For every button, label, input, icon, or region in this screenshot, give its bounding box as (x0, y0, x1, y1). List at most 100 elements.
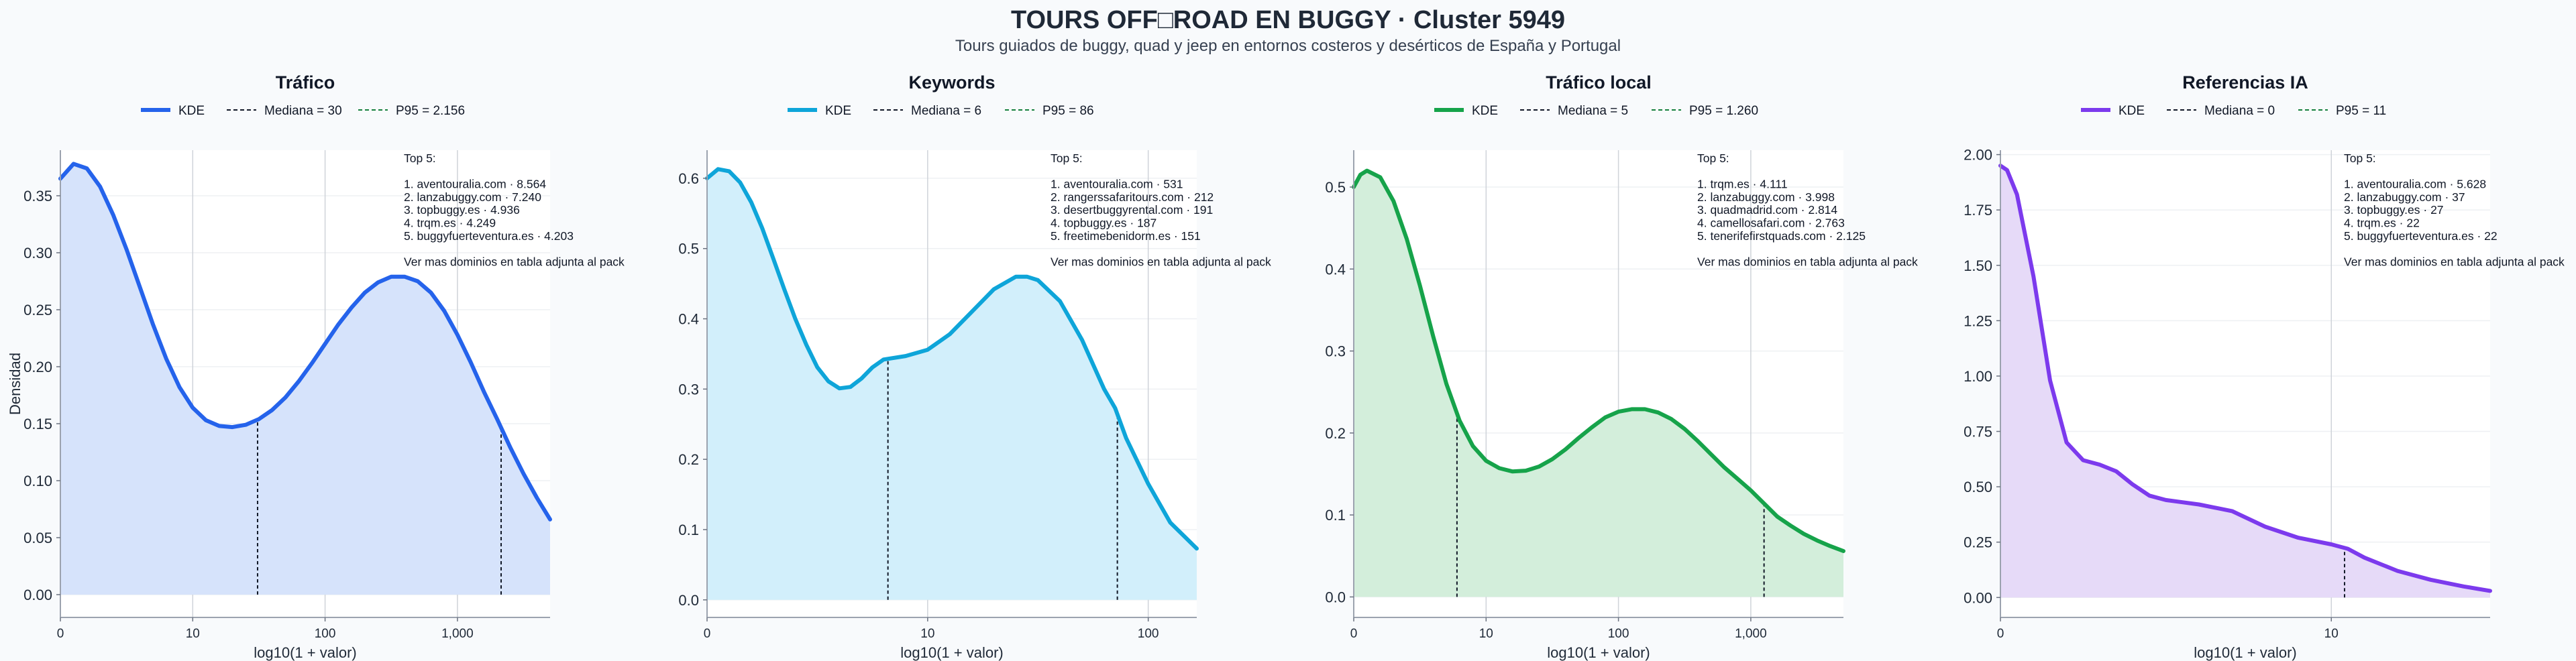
annotation-line: 2. rangerssafaritours.com · 212 (1051, 190, 1214, 204)
y-tick-label: 0.1 (1325, 507, 1346, 524)
y-tick-label: 0.2 (678, 451, 699, 468)
y-tick-label: 0.50 (1964, 479, 1992, 495)
annotation-line: 5. tenerifefirstquads.com · 2.125 (1697, 229, 1866, 243)
annotation-line: 4. topbuggy.es · 187 (1051, 217, 1157, 230)
y-tick-label: 0.3 (1325, 343, 1346, 360)
annotation-line: Ver mas dominios en tabla adjunta al pac… (1051, 255, 1271, 268)
y-tick-label: 0.30 (23, 245, 52, 261)
y-tick-label: 1.25 (1964, 312, 1992, 329)
kde-area (2000, 166, 2490, 598)
panel-title: Tráfico local (1546, 72, 1652, 93)
panel-title: Tráfico (276, 72, 335, 93)
annotation-line: Ver mas dominios en tabla adjunta al pac… (2344, 255, 2565, 268)
y-tick-label: 0.0 (1325, 589, 1346, 605)
y-tick-label: 1.00 (1964, 368, 1992, 385)
x-tick-label: 100 (1608, 627, 1629, 641)
y-tick-label: 0.5 (678, 241, 699, 257)
x-tick-label: 0 (1997, 627, 2004, 641)
x-tick-label: 100 (1138, 627, 1159, 641)
kde-area (1354, 170, 1843, 597)
y-tick-label: 0.5 (1325, 179, 1346, 196)
annotation-line: 5. freetimebenidorm.es · 151 (1051, 229, 1201, 243)
x-axis-label: log10(1 + valor) (254, 644, 356, 661)
y-tick-label: 0.25 (1964, 534, 1992, 551)
legend-p95-label: P95 = 86 (1042, 104, 1094, 118)
annotation-line: Top 5: (2344, 152, 2376, 165)
annotation-line: 1. aventouralia.com · 5.628 (2344, 178, 2486, 191)
annotation-line: 3. topbuggy.es · 27 (2344, 203, 2444, 217)
y-axis-label: Densidad (7, 353, 23, 415)
annotation-line: Ver mas dominios en tabla adjunta al pac… (1697, 255, 1918, 268)
legend-kde-label: KDE (178, 104, 205, 118)
y-tick-label: 0.0 (678, 592, 699, 609)
annotation-line: Top 5: (404, 152, 436, 165)
x-tick-label: 0 (1350, 627, 1358, 641)
annotation-line: 2. lanzabuggy.com · 37 (2344, 190, 2465, 204)
annotation-line: Top 5: (1697, 152, 1729, 165)
chart-panel-4: Referencias IA KDE Mediana = 0 P95 = 11 0.00… (1964, 72, 2565, 661)
legend-median-label: Mediana = 30 (264, 104, 342, 118)
annotation-line: 5. buggyfuerteventura.es · 22 (2344, 229, 2498, 243)
y-tick-label: 0.15 (23, 416, 52, 432)
y-tick-label: 0.00 (23, 587, 52, 603)
panel-title: Referencias IA (2182, 72, 2308, 93)
annotation-line: 4. camellosafari.com · 2.763 (1697, 217, 1845, 230)
y-tick-label: 0.25 (23, 302, 52, 318)
x-tick-label: 0 (57, 627, 64, 641)
y-tick-label: 1.75 (1964, 202, 1992, 219)
x-tick-label: 1,000 (441, 627, 474, 641)
x-axis-label: log10(1 + valor) (900, 644, 1003, 661)
y-tick-label: 0.00 (1964, 589, 1992, 606)
annotation-line: 3. desertbuggyrental.com · 191 (1051, 203, 1213, 217)
page-subtitle: Tours guiados de buggy, quad y jeep en e… (955, 37, 1621, 55)
y-tick-label: 0.6 (678, 170, 699, 187)
x-tick-label: 10 (2324, 627, 2339, 641)
y-tick-label: 0.4 (1325, 261, 1346, 278)
legend-p95-label: P95 = 11 (2336, 104, 2386, 118)
panel-title: Keywords (908, 72, 995, 93)
x-tick-label: 10 (1479, 627, 1493, 641)
annotation-line: Top 5: (1051, 152, 1083, 165)
kde-line (1998, 164, 2492, 593)
annotation-line: 4. trqm.es · 22 (2344, 217, 2420, 230)
x-axis-label: log10(1 + valor) (1547, 644, 1650, 661)
y-tick-label: 2.00 (1964, 147, 1992, 164)
legend-median-label: Mediana = 5 (1558, 104, 1628, 118)
x-tick-label: 100 (315, 627, 336, 641)
annotation-line: 5. buggyfuerteventura.es · 4.203 (404, 229, 574, 243)
chart-panel-3: Tráfico local KDE Mediana = 5 P95 = 1.260 0.… (1325, 72, 1918, 661)
y-tick-label: 0.35 (23, 188, 52, 204)
kde-line (705, 167, 1199, 551)
chart-panel-2: Keywords KDE Mediana = 6 P95 = 86 0.0 0.1 0.2 0… (678, 72, 1271, 661)
x-axis-label: log10(1 + valor) (2194, 644, 2296, 661)
legend-p95-label: P95 = 1.260 (1689, 104, 1758, 118)
y-tick-label: 0.1 (678, 522, 699, 538)
y-tick-label: 0.2 (1325, 425, 1346, 442)
legend-p95-label: P95 = 2.156 (396, 104, 465, 118)
annotation-line: 2. lanzabuggy.com · 7.240 (404, 190, 541, 204)
y-tick-label: 0.05 (23, 530, 52, 546)
x-tick-label: 10 (186, 627, 200, 641)
annotation-line: 1. aventouralia.com · 531 (1051, 178, 1183, 191)
y-tick-label: 0.75 (1964, 424, 1992, 440)
y-tick-label: 0.20 (23, 359, 52, 375)
kde-area (707, 169, 1197, 600)
y-tick-label: 1.50 (1964, 257, 1992, 274)
annotation-line: Ver mas dominios en tabla adjunta al pac… (404, 255, 625, 268)
x-tick-label: 0 (704, 627, 711, 641)
annotation-line: 3. topbuggy.es · 4.936 (404, 203, 520, 217)
y-tick-label: 0.10 (23, 473, 52, 489)
chart-panel-1: Tráfico KDE Mediana = 30 P95 = 2.156 0.00 0.0… (7, 72, 625, 661)
legend-median-label: Mediana = 0 (2204, 104, 2275, 118)
kde-line (58, 162, 552, 522)
annotation-line: 1. aventouralia.com · 8.564 (404, 178, 546, 191)
x-tick-label: 10 (920, 627, 934, 641)
legend-median-label: Mediana = 6 (911, 104, 981, 118)
legend-kde-label: KDE (1472, 104, 1498, 118)
legend-kde-label: KDE (2118, 104, 2145, 118)
page-title: TOURS OFF□ROAD EN BUGGY · Cluster 5949 (1011, 6, 1565, 34)
annotation-line: 4. trqm.es · 4.249 (404, 217, 496, 230)
y-tick-label: 0.3 (678, 381, 699, 398)
